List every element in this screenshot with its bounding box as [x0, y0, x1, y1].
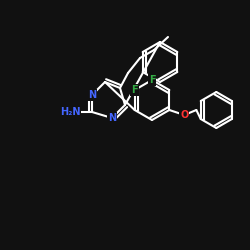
Text: F: F — [131, 85, 138, 95]
Text: N: N — [108, 113, 116, 123]
Text: O: O — [180, 110, 188, 120]
Text: H₂N: H₂N — [60, 107, 80, 117]
Text: N: N — [88, 90, 96, 100]
Text: F: F — [149, 75, 155, 85]
